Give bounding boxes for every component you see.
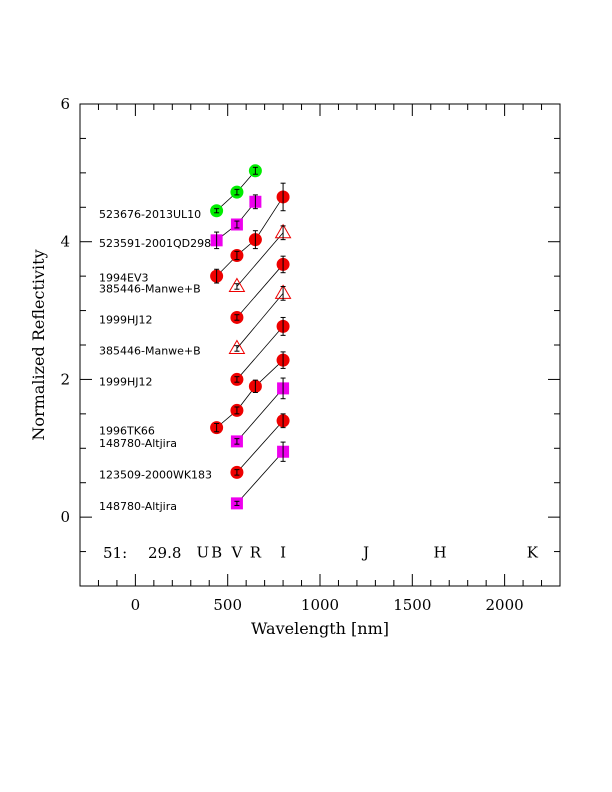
series-label: 1996TK66 [99, 424, 155, 437]
series-label: 523591-2001QD298 [99, 237, 211, 250]
x-tick-label: 1000 [301, 596, 339, 614]
series-0 [210, 164, 262, 218]
series-line [236, 451, 284, 504]
y-tick-label: 0 [60, 508, 70, 526]
band-label-K: K [527, 544, 539, 562]
series-group [210, 164, 292, 510]
y-axis-title: Normalized Reflectivity [29, 249, 48, 440]
series-3 [228, 223, 292, 292]
series-5 [228, 284, 292, 354]
series-line [236, 388, 284, 442]
x-tick-label: 0 [131, 596, 141, 614]
x-tick-label: 1500 [393, 596, 431, 614]
series-label: 1999HJ12 [99, 375, 153, 388]
series-7 [210, 351, 290, 435]
series-line [236, 232, 284, 287]
band-label-R: R [250, 544, 262, 562]
series-line [236, 264, 284, 318]
band-label-H: H [433, 544, 446, 562]
band-label-V: V [231, 544, 244, 562]
series-label: 123509-2000WK183 [99, 468, 212, 481]
axis-ticks [80, 103, 560, 587]
series-8 [230, 377, 290, 448]
series-2 [210, 182, 290, 284]
x-tick-label: 500 [213, 596, 242, 614]
series-9 [230, 413, 290, 479]
x-axis-title: Wavelength [nm] [251, 619, 389, 638]
series-label: 1994EV3 [99, 272, 148, 285]
series-label: 523676-2013UL10 [99, 208, 201, 221]
series-label: 148780-Altjira [99, 437, 177, 450]
data-point [228, 339, 246, 354]
series-labels: 523676-2013UL10523591-2001QD2981994EV338… [99, 208, 212, 513]
header-id: 51: [103, 544, 127, 562]
series-line [216, 196, 284, 277]
x-tick-label: 2000 [486, 596, 524, 614]
band-label-I: I [280, 544, 286, 562]
series-1 [210, 194, 262, 250]
series-line [236, 326, 284, 380]
series-line [236, 293, 284, 349]
series-label: 148780-Altjira [99, 500, 177, 513]
band-label-U: U [196, 544, 209, 562]
series-label: 1999HJ12 [99, 314, 153, 327]
y-tick-label: 4 [60, 233, 70, 251]
y-tick-label: 6 [60, 95, 70, 113]
series-label: 385446-Manwe+B [99, 283, 201, 296]
y-tick-label: 2 [60, 370, 70, 388]
series-4 [230, 255, 290, 324]
band-label-J: J [361, 544, 369, 562]
series-10 [230, 441, 290, 510]
series-label: 385446-Manwe+B [99, 345, 201, 358]
band-label-B: B [211, 544, 222, 562]
data-point [228, 277, 246, 292]
header-value: 29.8 [148, 544, 181, 562]
series-6 [230, 316, 290, 386]
series-line [236, 420, 284, 473]
tick-labels: 0 500 1000 1500 2000 0 2 4 6 [60, 95, 523, 614]
series-line [216, 359, 284, 428]
